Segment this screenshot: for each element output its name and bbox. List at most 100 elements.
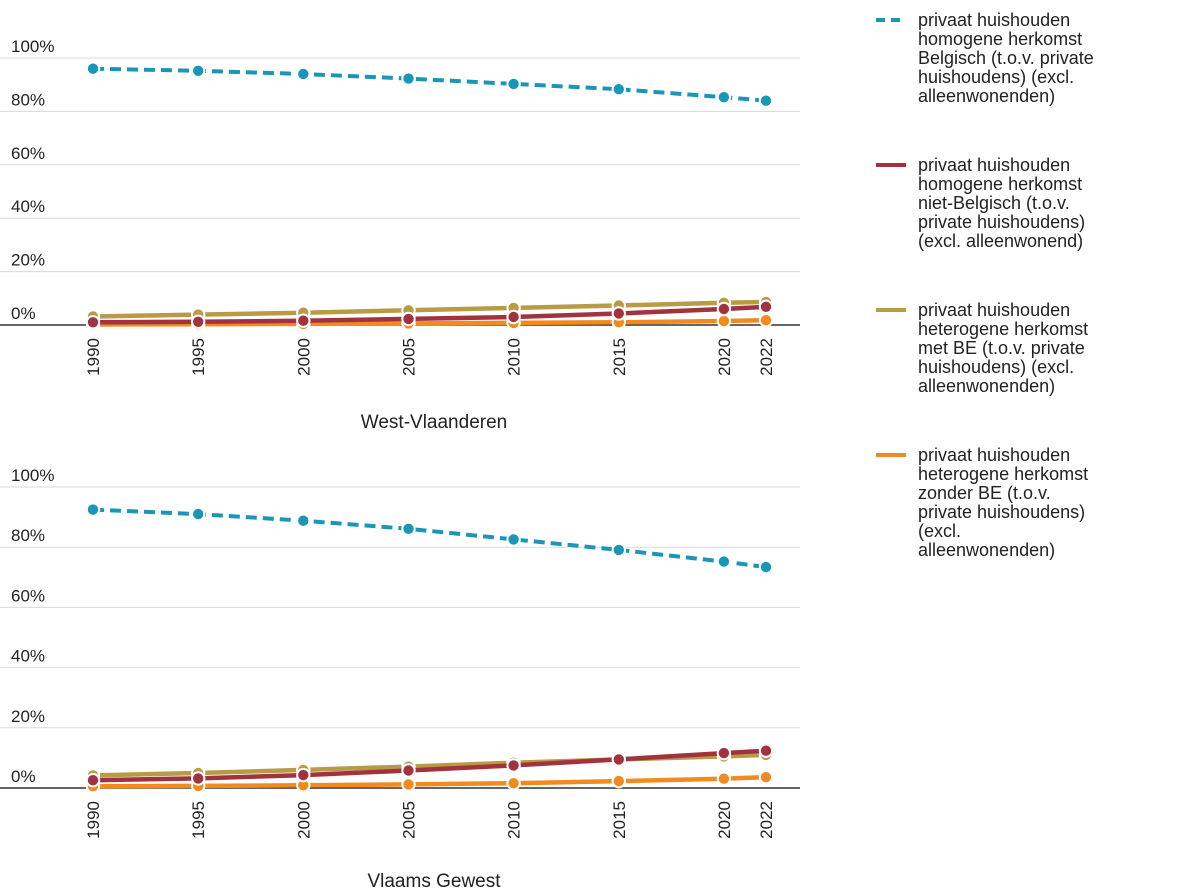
x-tick-label: 1990 [84, 338, 103, 376]
x-tick-label: 2022 [757, 801, 776, 839]
data-point[interactable] [758, 313, 774, 328]
data-point[interactable] [85, 315, 101, 330]
data-point[interactable] [611, 773, 626, 789]
x-tick-label: 2022 [757, 338, 776, 376]
legend-label-line: privaat huishouden [918, 445, 1070, 465]
legend-label-line: alleenwonenden) [918, 376, 1055, 396]
legend-label-line: huishoudens) (excl. [918, 67, 1074, 87]
legend-label-line: (excl. alleenwonend) [918, 231, 1083, 251]
data-point[interactable] [506, 309, 521, 325]
x-tick-label: 2010 [505, 801, 524, 839]
series-line [92, 317, 767, 327]
legend-label-line: privaat huishouden [918, 300, 1070, 320]
y-tick-label: 0% [11, 767, 36, 786]
data-point[interactable] [611, 542, 626, 558]
y-tick-label: 80% [11, 90, 45, 109]
data-point[interactable] [716, 771, 732, 786]
x-tick-label: 2000 [294, 801, 313, 839]
y-tick-label: 60% [11, 586, 45, 605]
legend-label-line: private huishoudens) [918, 502, 1085, 522]
data-point[interactable] [401, 311, 416, 327]
data-point[interactable] [716, 301, 732, 317]
x-tick-label: 1995 [189, 338, 208, 376]
x-tick-label: 1990 [84, 801, 103, 839]
x-tick-label: 2005 [399, 338, 418, 376]
series-line [92, 774, 767, 789]
data-point[interactable] [758, 559, 774, 575]
data-point[interactable] [296, 66, 311, 82]
series-line [92, 304, 767, 325]
data-point[interactable] [191, 506, 206, 522]
legend-label-line: alleenwonenden) [918, 540, 1055, 560]
legend-label-line: met BE (t.o.v. private [918, 338, 1085, 358]
data-point[interactable] [191, 771, 206, 786]
data-point[interactable] [191, 63, 206, 79]
data-point[interactable] [506, 532, 521, 547]
data-point[interactable] [758, 770, 774, 785]
legend-label-line: privaat huishouden [918, 155, 1070, 175]
x-tick-label: 2020 [715, 801, 734, 839]
data-point[interactable] [758, 299, 774, 314]
data-point[interactable] [85, 61, 101, 76]
data-point[interactable] [296, 313, 311, 328]
data-point[interactable] [716, 90, 732, 105]
legend-label-line: private huishoudens) [918, 212, 1085, 232]
legend-label-line: Belgisch (t.o.v. private [918, 48, 1094, 68]
y-tick-label: 80% [11, 526, 45, 545]
data-point[interactable] [191, 314, 206, 329]
data-point[interactable] [401, 71, 416, 86]
y-tick-label: 60% [11, 144, 45, 163]
series-line [92, 66, 767, 103]
data-point[interactable] [611, 306, 626, 321]
legend-label-line: zonder BE (t.o.v. [918, 483, 1051, 503]
data-point[interactable] [611, 752, 626, 767]
data-point[interactable] [401, 763, 416, 778]
data-point[interactable] [296, 767, 311, 783]
data-point[interactable] [716, 745, 732, 761]
data-point[interactable] [611, 82, 626, 97]
legend-label-line: homogene herkomst [918, 174, 1082, 194]
data-point[interactable] [506, 758, 521, 773]
chart-panels: 0% 20% 40% 60% 80% 100% 1990 1995 2000 2005 2010 20… [0, 37, 800, 892]
y-tick-label: 40% [11, 197, 45, 216]
data-point[interactable] [506, 76, 521, 92]
y-tick-label: 100% [11, 37, 54, 56]
series-line [92, 752, 767, 778]
data-point[interactable] [758, 743, 774, 758]
panel-title: Vlaams Gewest [367, 871, 501, 892]
legend-label-line: niet-Belgisch (t.o.v. [918, 193, 1070, 213]
data-point[interactable] [716, 554, 732, 569]
data-point[interactable] [401, 777, 416, 792]
x-tick-label: 2020 [715, 338, 734, 376]
x-tick-label: 2015 [610, 338, 629, 376]
data-point[interactable] [85, 502, 101, 517]
data-point[interactable] [296, 513, 311, 528]
legend-label-line: (excl. [918, 521, 961, 541]
legend-label-line: alleenwonenden) [918, 86, 1055, 106]
chart-panel-2: 0% 20% 40% 60% 80% 100% 1990 1995 2000 2005 2010 20… [0, 466, 800, 892]
x-tick-label: 2015 [610, 801, 629, 839]
data-point[interactable] [506, 776, 521, 791]
series-line [92, 748, 767, 783]
data-point[interactable] [85, 773, 101, 788]
y-tick-label: 20% [11, 251, 45, 270]
x-tick-label: 1995 [189, 801, 208, 839]
x-tick-label: 2000 [294, 338, 313, 376]
x-tick-label: 2010 [505, 338, 524, 376]
y-tick-label: 0% [11, 304, 36, 323]
y-tick-label: 40% [11, 647, 45, 666]
legend-label-line: privaat huishouden [918, 10, 1070, 30]
series-line [92, 299, 767, 319]
series-line [92, 507, 767, 570]
chart-panel-1: 0% 20% 40% 60% 80% 100% 1990 1995 2000 2005 2010 20… [0, 37, 800, 433]
data-point[interactable] [716, 313, 732, 329]
x-tick-label: 2005 [399, 801, 418, 839]
data-point[interactable] [758, 93, 774, 108]
y-tick-label: 20% [11, 707, 45, 726]
data-point[interactable] [401, 521, 416, 536]
